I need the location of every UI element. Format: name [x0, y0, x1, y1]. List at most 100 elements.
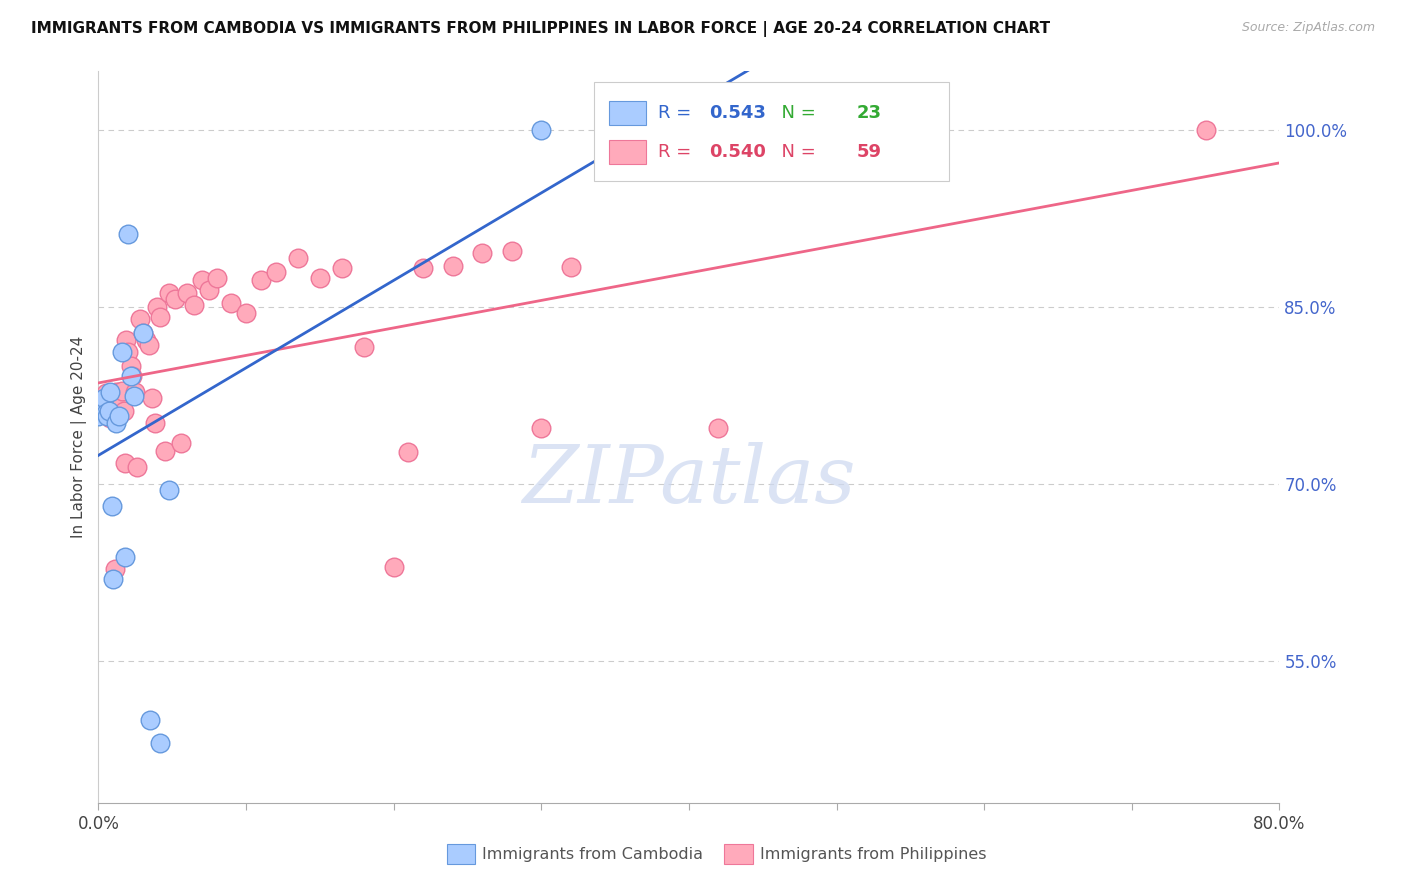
- Text: 23: 23: [856, 104, 882, 122]
- Point: [165, 292, 187, 306]
- FancyBboxPatch shape: [609, 140, 647, 163]
- Text: Source: ZipAtlas.com: Source: ZipAtlas.com: [1241, 21, 1375, 34]
- FancyBboxPatch shape: [609, 102, 647, 125]
- Point: [143, 416, 166, 430]
- Point: [91, 394, 114, 409]
- Point: [100, 389, 122, 403]
- Point: [132, 326, 155, 341]
- Point: [103, 572, 125, 586]
- Point: [87, 403, 110, 417]
- Point: [235, 306, 257, 320]
- Point: [170, 436, 193, 450]
- Point: [120, 359, 142, 374]
- Point: [114, 456, 136, 470]
- Point: [112, 404, 135, 418]
- Point: [117, 227, 139, 242]
- Point: [98, 385, 121, 400]
- Point: [90, 403, 112, 417]
- Point: [176, 286, 198, 301]
- Point: [110, 394, 132, 409]
- Point: [97, 407, 120, 421]
- Point: [121, 368, 143, 383]
- Point: [128, 312, 150, 326]
- Point: [96, 409, 118, 423]
- Point: [530, 123, 553, 137]
- Point: [122, 389, 145, 403]
- Text: Immigrants from Philippines: Immigrants from Philippines: [759, 847, 986, 862]
- Point: [530, 420, 553, 434]
- Point: [108, 385, 131, 400]
- Point: [125, 459, 148, 474]
- Point: [87, 397, 110, 411]
- Point: [96, 401, 118, 415]
- FancyBboxPatch shape: [447, 844, 475, 864]
- Point: [93, 391, 115, 405]
- Point: [139, 713, 162, 727]
- Text: Immigrants from Cambodia: Immigrants from Cambodia: [482, 847, 703, 862]
- Point: [353, 340, 375, 354]
- Point: [264, 265, 287, 279]
- Point: [94, 386, 117, 401]
- Point: [149, 736, 172, 750]
- Point: [198, 283, 221, 297]
- Point: [471, 246, 494, 260]
- Point: [221, 295, 243, 310]
- Point: [105, 385, 128, 400]
- Point: [412, 261, 434, 276]
- Point: [707, 420, 730, 434]
- Point: [98, 411, 121, 425]
- Point: [124, 385, 146, 400]
- Point: [149, 310, 172, 324]
- Text: R =: R =: [658, 104, 697, 122]
- Point: [1195, 123, 1218, 137]
- Point: [382, 559, 405, 574]
- Point: [441, 259, 464, 273]
- Point: [91, 397, 114, 411]
- Point: [146, 301, 169, 315]
- Point: [103, 404, 125, 418]
- Text: 59: 59: [856, 143, 882, 161]
- Point: [100, 499, 122, 513]
- Point: [157, 483, 180, 498]
- Point: [120, 368, 142, 383]
- Point: [117, 345, 139, 359]
- Point: [108, 409, 131, 423]
- Point: [87, 409, 110, 423]
- Text: N =: N =: [770, 143, 823, 161]
- Point: [105, 416, 128, 430]
- Point: [398, 445, 420, 459]
- Point: [287, 251, 309, 265]
- Point: [104, 562, 127, 576]
- Point: [191, 273, 214, 287]
- Point: [111, 345, 134, 359]
- Point: [97, 404, 120, 418]
- Point: [560, 260, 582, 275]
- Point: [138, 338, 160, 352]
- Point: [501, 244, 523, 258]
- Text: IMMIGRANTS FROM CAMBODIA VS IMMIGRANTS FROM PHILIPPINES IN LABOR FORCE | AGE 20-: IMMIGRANTS FROM CAMBODIA VS IMMIGRANTS F…: [31, 21, 1050, 37]
- Point: [111, 384, 134, 398]
- FancyBboxPatch shape: [595, 82, 949, 181]
- Point: [330, 261, 353, 276]
- Text: 0.540: 0.540: [709, 143, 766, 161]
- Point: [94, 407, 117, 421]
- Text: N =: N =: [770, 104, 823, 122]
- Point: [183, 298, 205, 312]
- Point: [153, 444, 176, 458]
- Text: ZIPatlas: ZIPatlas: [522, 442, 856, 520]
- Point: [141, 391, 163, 405]
- Text: R =: R =: [658, 143, 697, 161]
- Point: [250, 273, 273, 287]
- Point: [90, 392, 112, 407]
- Point: [205, 270, 228, 285]
- Point: [135, 334, 157, 348]
- Point: [157, 286, 180, 301]
- Point: [115, 334, 138, 348]
- Y-axis label: In Labor Force | Age 20-24: In Labor Force | Age 20-24: [72, 336, 87, 538]
- Point: [114, 550, 136, 565]
- Point: [87, 394, 110, 409]
- Text: 0.543: 0.543: [709, 104, 766, 122]
- FancyBboxPatch shape: [724, 844, 752, 864]
- Point: [309, 270, 332, 285]
- Point: [107, 392, 129, 407]
